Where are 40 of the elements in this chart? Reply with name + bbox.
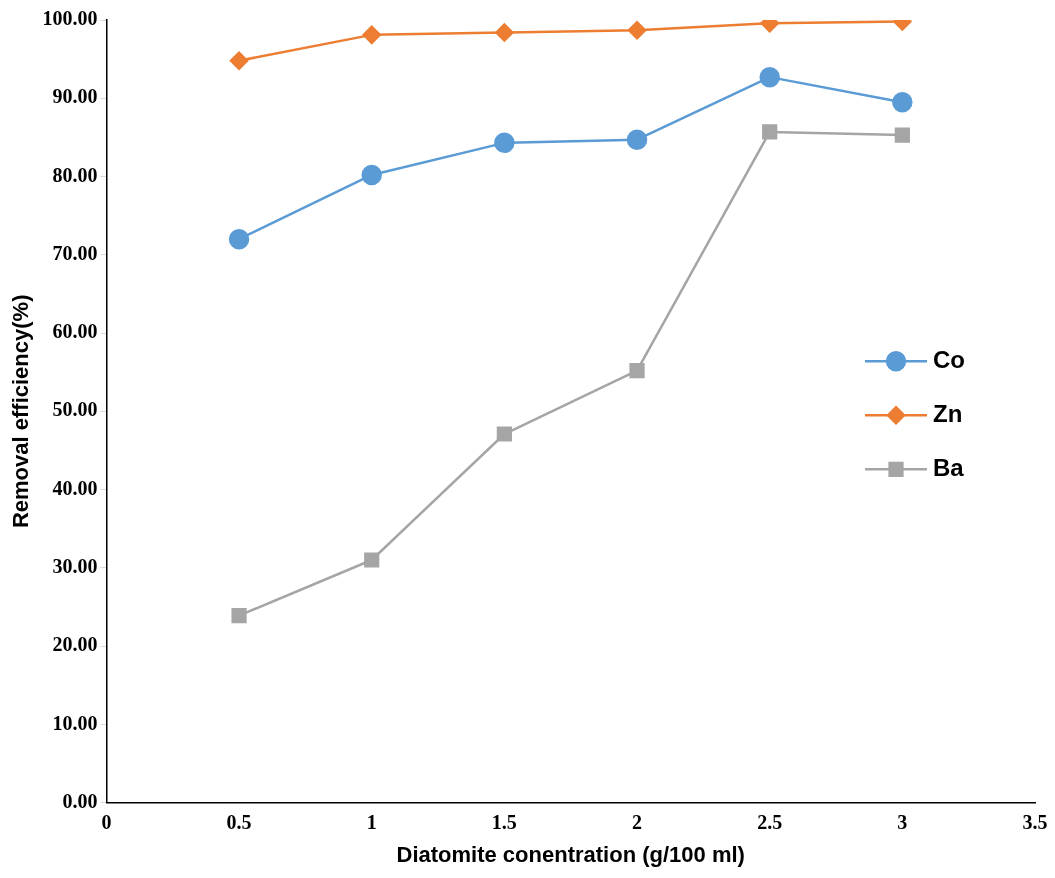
point [629, 362, 645, 379]
point [364, 552, 380, 568]
point [626, 129, 648, 150]
point [759, 66, 780, 88]
y-axis-title: Removal efficiency(%) [8, 294, 34, 529]
x-tick-label: 3 [897, 810, 908, 833]
point [229, 51, 249, 70]
x-tick-label: 3.5 [1022, 810, 1048, 833]
y-tick-label: 0.00 [62, 789, 98, 812]
y-tick-label: 30.00 [52, 554, 98, 577]
x-axis-title: Diatomite conentration (g/100 ml) [396, 841, 745, 867]
x-tick-label: 1 [366, 810, 377, 833]
point [496, 426, 512, 442]
legend-label: Zn [933, 399, 963, 427]
y-tick-label: 80.00 [52, 163, 98, 186]
y-tick-label: 90.00 [52, 85, 98, 108]
point [894, 127, 910, 143]
x-tick-label: 0 [101, 810, 112, 833]
y-tick-label: 50.00 [52, 398, 98, 421]
point [362, 25, 381, 45]
x-tick-label: 2.5 [757, 810, 783, 833]
point [495, 23, 514, 42]
y-tick-label: 20.00 [52, 633, 98, 656]
point [231, 607, 247, 624]
legend-label: Ba [933, 453, 965, 481]
y-tick-label: 40.00 [52, 476, 98, 499]
point [627, 20, 647, 40]
x-tick-label: 2 [632, 810, 643, 833]
legend-label: Co [933, 345, 965, 373]
y-tick-label: 70.00 [52, 241, 98, 264]
y-tick-label: 100.00 [42, 7, 98, 30]
point [494, 132, 515, 154]
y-tick-label: 10.00 [52, 711, 98, 734]
x-tick-label: 1.5 [491, 810, 517, 833]
y-tick-label: 60.00 [52, 320, 98, 343]
point [361, 164, 382, 186]
x-tick-label: 0.5 [226, 810, 252, 833]
point [228, 228, 250, 250]
point [892, 91, 913, 113]
point [762, 124, 778, 140]
